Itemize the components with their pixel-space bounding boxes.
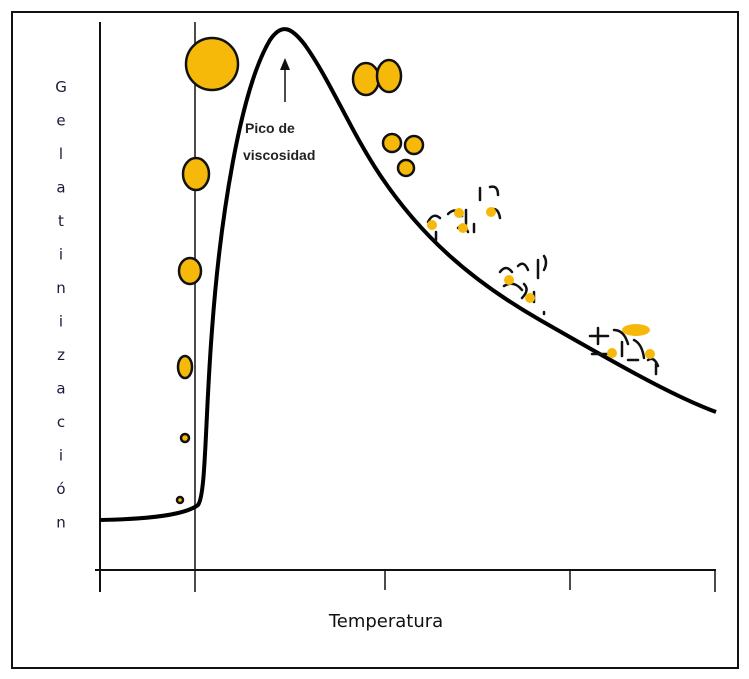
ticks bbox=[384, 570, 716, 592]
x-axis-label: Temperatura bbox=[328, 611, 443, 632]
y-axis-label: Gelatinización bbox=[52, 78, 70, 547]
arrow-head bbox=[280, 58, 290, 70]
frame bbox=[11, 11, 739, 669]
annotation: Pico de bbox=[245, 120, 295, 136]
granules bbox=[175, 36, 660, 505]
annotation: viscosidad bbox=[243, 147, 315, 163]
curve bbox=[99, 27, 717, 522]
